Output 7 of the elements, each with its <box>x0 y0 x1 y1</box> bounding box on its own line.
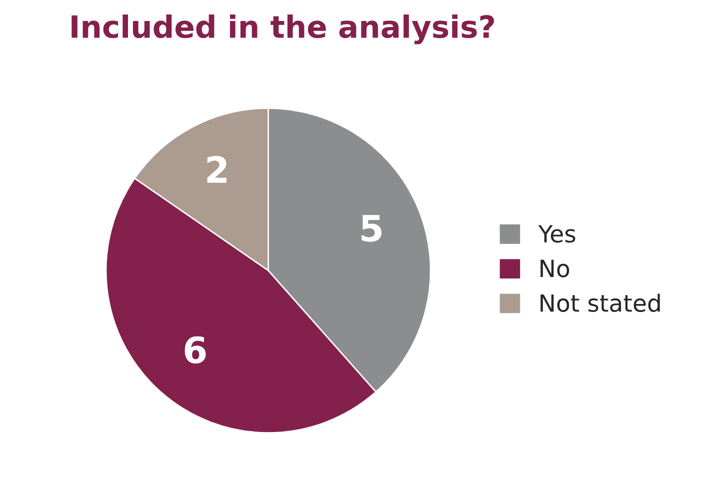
data-label: 2 <box>207 156 226 183</box>
legend-label: Not stated <box>540 294 660 312</box>
data-label: 6 <box>184 336 206 364</box>
legend-label: Yes <box>538 225 576 243</box>
data-label: 5 <box>362 214 382 242</box>
legend-label: No <box>540 260 570 278</box>
chart-title: Included in the analysis? <box>72 14 494 44</box>
